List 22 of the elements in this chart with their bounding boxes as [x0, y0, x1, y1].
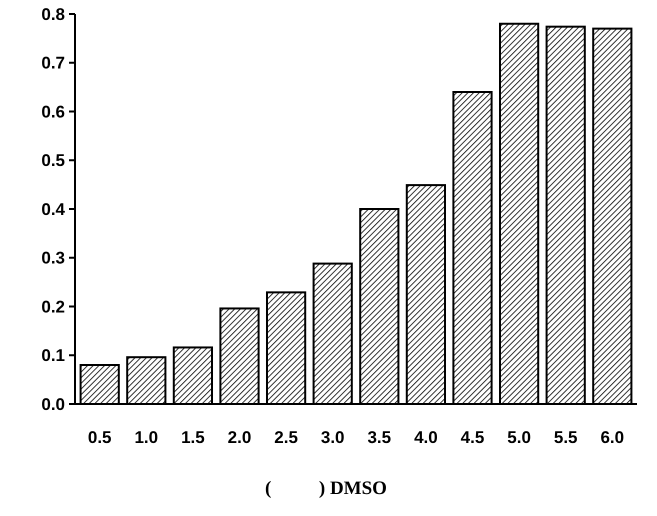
y-tick-label: 0.6	[41, 102, 65, 122]
y-tick-label: 0.1	[41, 346, 65, 366]
y-tick-label: 0.4	[41, 200, 66, 219]
x-tick-label: 3.0	[320, 428, 345, 447]
x-tick-label: 1.5	[181, 428, 205, 447]
x-tick-label: 0.5	[88, 428, 112, 447]
y-tick-label: 0.2	[41, 297, 65, 316]
y-tick-label: 0.0	[41, 394, 65, 414]
x-tick-label: 4.5	[460, 428, 484, 447]
x-tick-label: 5.0	[507, 428, 531, 447]
x-tick-label: 4.0	[414, 428, 438, 447]
y-tick-label: 0.8	[41, 4, 65, 24]
x-tick-label: 2.5	[274, 428, 298, 447]
x-tick-label: 1.0	[134, 428, 158, 447]
y-tick-label: 0.7	[41, 54, 65, 73]
x-tick-label: 2.0	[228, 428, 252, 447]
x-tick-label: 5.5	[554, 428, 578, 447]
x-axis-title: ( ) DMSO	[265, 478, 387, 499]
x-tick-label: 3.5	[367, 428, 392, 447]
x-tick-label: 6.0	[600, 428, 624, 447]
y-tick-label: 0.5	[41, 151, 65, 170]
y-tick-label: 0.3	[41, 248, 65, 268]
